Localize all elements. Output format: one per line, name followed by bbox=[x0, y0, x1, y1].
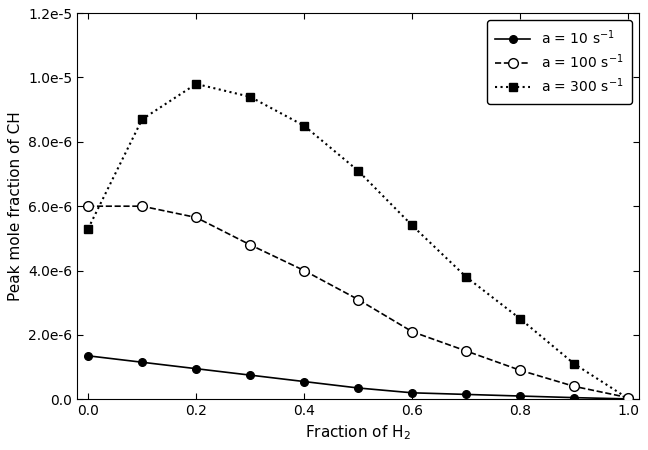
a = 10 s$^{-1}$ bbox=[138, 360, 146, 365]
a = 300 s$^{-1}$ bbox=[300, 123, 308, 128]
a = 10 s$^{-1}$ bbox=[624, 396, 632, 401]
a = 100 s$^{-1}$ bbox=[84, 203, 92, 209]
a = 300 s$^{-1}$ bbox=[192, 81, 200, 86]
a = 10 s$^{-1}$ bbox=[516, 393, 524, 399]
a = 10 s$^{-1}$ bbox=[192, 366, 200, 371]
a = 300 s$^{-1}$ bbox=[516, 316, 524, 321]
a = 100 s$^{-1}$ bbox=[300, 268, 308, 273]
a = 300 s$^{-1}$ bbox=[570, 361, 578, 367]
a = 100 s$^{-1}$ bbox=[246, 242, 254, 248]
a = 100 s$^{-1}$ bbox=[192, 215, 200, 220]
a = 300 s$^{-1}$ bbox=[84, 226, 92, 231]
a = 100 s$^{-1}$ bbox=[408, 329, 416, 334]
a = 10 s$^{-1}$ bbox=[570, 395, 578, 400]
a = 300 s$^{-1}$ bbox=[462, 274, 470, 280]
a = 300 s$^{-1}$ bbox=[354, 168, 362, 174]
a = 10 s$^{-1}$ bbox=[300, 379, 308, 384]
a = 100 s$^{-1}$ bbox=[354, 297, 362, 302]
a = 100 s$^{-1}$ bbox=[138, 203, 146, 209]
a = 300 s$^{-1}$ bbox=[624, 396, 632, 401]
a = 100 s$^{-1}$ bbox=[624, 395, 632, 400]
a = 300 s$^{-1}$ bbox=[408, 223, 416, 228]
Line: a = 100 s$^{-1}$: a = 100 s$^{-1}$ bbox=[83, 201, 633, 402]
a = 10 s$^{-1}$ bbox=[408, 390, 416, 396]
Legend: a = 10 s$^{-1}$, a = 100 s$^{-1}$, a = 300 s$^{-1}$: a = 10 s$^{-1}$, a = 100 s$^{-1}$, a = 3… bbox=[487, 20, 632, 104]
a = 300 s$^{-1}$ bbox=[138, 117, 146, 122]
a = 10 s$^{-1}$ bbox=[354, 385, 362, 391]
a = 100 s$^{-1}$ bbox=[516, 368, 524, 373]
a = 100 s$^{-1}$ bbox=[462, 348, 470, 354]
Line: a = 10 s$^{-1}$: a = 10 s$^{-1}$ bbox=[84, 352, 632, 403]
a = 300 s$^{-1}$ bbox=[246, 94, 254, 99]
a = 100 s$^{-1}$ bbox=[570, 384, 578, 389]
Y-axis label: Peak mole fraction of CH: Peak mole fraction of CH bbox=[8, 111, 23, 301]
a = 10 s$^{-1}$ bbox=[84, 353, 92, 359]
Line: a = 300 s$^{-1}$: a = 300 s$^{-1}$ bbox=[84, 80, 632, 402]
X-axis label: Fraction of H$_2$: Fraction of H$_2$ bbox=[305, 423, 411, 442]
a = 10 s$^{-1}$ bbox=[462, 392, 470, 397]
a = 10 s$^{-1}$ bbox=[246, 373, 254, 378]
